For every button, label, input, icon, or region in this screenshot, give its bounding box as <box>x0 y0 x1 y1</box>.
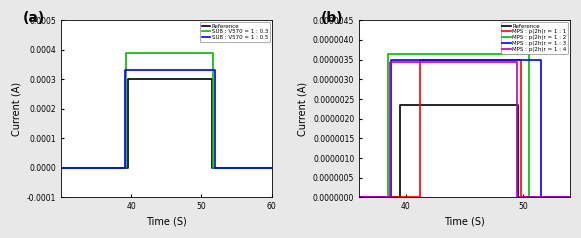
SU8 : V570 = 1 : 0.3: (51.7, 0.00039): V570 = 1 : 0.3: (51.7, 0.00039) <box>210 51 217 54</box>
Y-axis label: Current (A): Current (A) <box>297 82 307 136</box>
Reference <box>124 78 131 81</box>
SU8 : V570 = 1 : 0.3: (60, 0): V570 = 1 : 0.3: (60, 0) <box>268 167 275 169</box>
MPS : p(2h)r = 1 : 3: (38.7, 0): p(2h)r = 1 : 3: (38.7, 0) <box>388 196 394 199</box>
SU8 : V570 = 1 : 0.3: (39.3, 0): V570 = 1 : 0.3: (39.3, 0) <box>123 167 130 169</box>
MPS : p(2h)r = 1 : 2: (50.5, 3.65e-06): p(2h)r = 1 : 2: (50.5, 3.65e-06) <box>525 52 532 55</box>
MPS : p(2h)r = 1 : 1: (41.2, 0): p(2h)r = 1 : 1: (41.2, 0) <box>417 196 424 199</box>
SU8 : V570 = 1 : 0.5: (51.9, 0.00033): V570 = 1 : 0.5: (51.9, 0.00033) <box>211 69 218 72</box>
Line: MPS : p(2h)r = 1 : 3: MPS : p(2h)r = 1 : 3 <box>359 60 570 198</box>
X-axis label: Time (S): Time (S) <box>146 217 187 227</box>
Reference <box>515 196 522 199</box>
Reference <box>268 167 275 169</box>
MPS : p(2h)r = 1 : 4: (36, 0): p(2h)r = 1 : 4: (36, 0) <box>356 196 363 199</box>
Line: Reference: Reference <box>61 79 272 168</box>
MPS : p(2h)r = 1 : 2: (36, 0): p(2h)r = 1 : 2: (36, 0) <box>356 196 363 199</box>
MPS : p(2h)r = 1 : 1: (41.2, 3.5e-06): p(2h)r = 1 : 1: (41.2, 3.5e-06) <box>417 58 424 61</box>
MPS : p(2h)r = 1 : 4: (54, 0): p(2h)r = 1 : 4: (54, 0) <box>566 196 573 199</box>
Legend: Reference, SU8 : V570 = 1 : 0.3, SU8 : V570 = 1 : 0.5: Reference, SU8 : V570 = 1 : 0.3, SU8 : V… <box>200 22 270 42</box>
SU8 : V570 = 1 : 0.5: (30, 0): V570 = 1 : 0.5: (30, 0) <box>58 167 64 169</box>
MPS : p(2h)r = 1 : 4: (49.5, 3.45e-06): p(2h)r = 1 : 4: (49.5, 3.45e-06) <box>514 60 521 63</box>
X-axis label: Time (S): Time (S) <box>444 217 485 227</box>
SU8 : V570 = 1 : 0.5: (51.9, 0): V570 = 1 : 0.5: (51.9, 0) <box>211 167 218 169</box>
Text: (b): (b) <box>321 11 344 25</box>
SU8 : V570 = 1 : 0.3: (39.3, 0.00039): V570 = 1 : 0.3: (39.3, 0.00039) <box>123 51 130 54</box>
Reference <box>209 78 216 81</box>
Y-axis label: Current (A): Current (A) <box>11 82 21 136</box>
SU8 : V570 = 1 : 0.5: (60, 0): V570 = 1 : 0.5: (60, 0) <box>268 167 275 169</box>
MPS : p(2h)r = 1 : 4: (49.5, 0): p(2h)r = 1 : 4: (49.5, 0) <box>514 196 521 199</box>
Line: Reference: Reference <box>359 105 570 198</box>
MPS : p(2h)r = 1 : 1: (49.8, 0): p(2h)r = 1 : 1: (49.8, 0) <box>517 196 524 199</box>
SU8 : V570 = 1 : 0.3: (30, 0): V570 = 1 : 0.3: (30, 0) <box>58 167 64 169</box>
MPS : p(2h)r = 1 : 3: (51.5, 0): p(2h)r = 1 : 3: (51.5, 0) <box>537 196 544 199</box>
MPS : p(2h)r = 1 : 3: (54, 0): p(2h)r = 1 : 3: (54, 0) <box>566 196 573 199</box>
SU8 : V570 = 1 : 0.3: (51.7, 0): V570 = 1 : 0.3: (51.7, 0) <box>210 167 217 169</box>
MPS : p(2h)r = 1 : 2: (38.5, 0): p(2h)r = 1 : 2: (38.5, 0) <box>385 196 392 199</box>
Reference <box>356 196 363 199</box>
MPS : p(2h)r = 1 : 1: (54, 0): p(2h)r = 1 : 1: (54, 0) <box>566 196 573 199</box>
MPS : p(2h)r = 1 : 4: (38.6, 0): p(2h)r = 1 : 4: (38.6, 0) <box>386 196 393 199</box>
Line: SU8 : V570 = 1 : 0.3: SU8 : V570 = 1 : 0.3 <box>61 53 272 168</box>
Reference <box>124 167 131 169</box>
Reference <box>515 104 522 106</box>
MPS : p(2h)r = 1 : 3: (38.7, 3.5e-06): p(2h)r = 1 : 3: (38.7, 3.5e-06) <box>388 58 394 61</box>
MPS : p(2h)r = 1 : 2: (38.5, 3.65e-06): p(2h)r = 1 : 2: (38.5, 3.65e-06) <box>385 52 392 55</box>
MPS : p(2h)r = 1 : 2: (50.5, 0): p(2h)r = 1 : 2: (50.5, 0) <box>525 196 532 199</box>
SU8 : V570 = 1 : 0.5: (39.1, 0): V570 = 1 : 0.5: (39.1, 0) <box>121 167 128 169</box>
Line: MPS : p(2h)r = 1 : 1: MPS : p(2h)r = 1 : 1 <box>359 60 570 198</box>
Text: (a): (a) <box>23 11 45 25</box>
MPS : p(2h)r = 1 : 1: (36, 0): p(2h)r = 1 : 1: (36, 0) <box>356 196 363 199</box>
Reference <box>58 167 64 169</box>
Reference <box>209 167 216 169</box>
MPS : p(2h)r = 1 : 3: (51.5, 3.5e-06): p(2h)r = 1 : 3: (51.5, 3.5e-06) <box>537 58 544 61</box>
SU8 : V570 = 1 : 0.5: (39.1, 0.00033): V570 = 1 : 0.5: (39.1, 0.00033) <box>121 69 128 72</box>
MPS : p(2h)r = 1 : 4: (38.6, 3.45e-06): p(2h)r = 1 : 4: (38.6, 3.45e-06) <box>386 60 393 63</box>
Line: MPS : p(2h)r = 1 : 2: MPS : p(2h)r = 1 : 2 <box>359 54 570 198</box>
Line: MPS : p(2h)r = 1 : 4: MPS : p(2h)r = 1 : 4 <box>359 62 570 198</box>
Line: SU8 : V570 = 1 : 0.5: SU8 : V570 = 1 : 0.5 <box>61 70 272 168</box>
MPS : p(2h)r = 1 : 1: (49.8, 3.5e-06): p(2h)r = 1 : 1: (49.8, 3.5e-06) <box>517 58 524 61</box>
Legend: Reference, MPS : p(2h)r = 1 : 1, MPS : p(2h)r = 1 : 2, MPS : p(2h)r = 1 : 3, MPS: Reference, MPS : p(2h)r = 1 : 1, MPS : p… <box>501 22 568 54</box>
MPS : p(2h)r = 1 : 3: (36, 0): p(2h)r = 1 : 3: (36, 0) <box>356 196 363 199</box>
Reference <box>397 196 404 199</box>
Reference <box>397 104 404 106</box>
MPS : p(2h)r = 1 : 2: (54, 0): p(2h)r = 1 : 2: (54, 0) <box>566 196 573 199</box>
Reference <box>566 196 573 199</box>
